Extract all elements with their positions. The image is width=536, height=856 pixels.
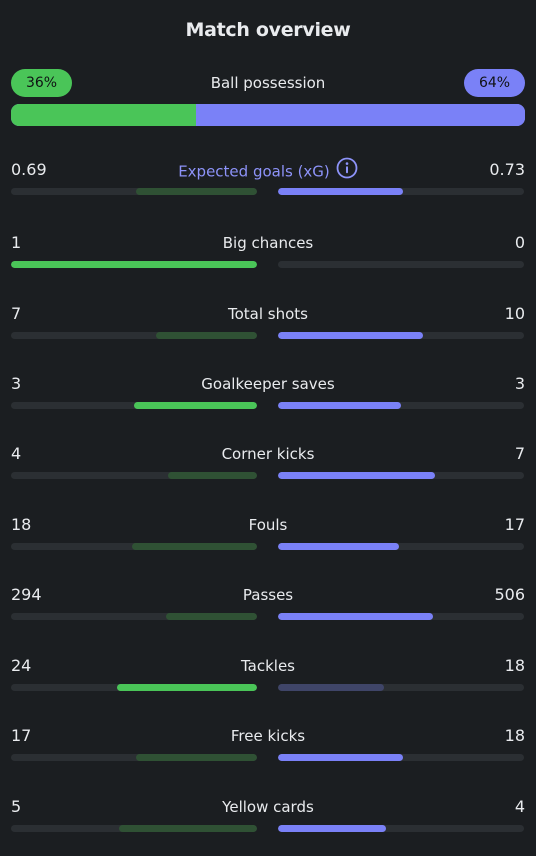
stat-row: 5 Yellow cards 4: [11, 797, 525, 833]
stat-row: 0.69 Expected goals (xG) 0.73: [11, 157, 525, 196]
away-stat-bar: [278, 754, 524, 761]
away-stat-fill: [278, 825, 386, 832]
home-stat-bar: [11, 332, 257, 339]
stat-label: Free kicks: [11, 726, 525, 746]
away-stat-fill: [278, 684, 384, 691]
home-stat-value: 5: [11, 797, 22, 816]
away-stat-value: 18: [504, 656, 525, 675]
ball-possession-header: 36% Ball possession 64%: [11, 69, 525, 97]
stat-label: Fouls: [11, 515, 525, 535]
stat-label-text: Goalkeeper saves: [201, 375, 335, 393]
info-circle-icon[interactable]: [336, 157, 358, 184]
home-possession-fill: [11, 104, 197, 126]
stat-label: Goalkeeper saves: [11, 374, 525, 394]
home-stat-fill: [132, 543, 257, 550]
away-stat-fill: [278, 188, 403, 195]
away-stat-value: 0.73: [489, 160, 525, 179]
home-stat-value: 17: [11, 726, 32, 745]
stat-row: 24 Tackles 18: [11, 656, 525, 692]
stat-label: Passes: [11, 585, 525, 605]
home-stat-value: 1: [11, 233, 22, 252]
away-stat-bar: [278, 825, 524, 832]
away-stat-value: 10: [504, 304, 525, 323]
stat-row: 18 Fouls 17: [11, 515, 525, 551]
stat-label-text: Free kicks: [230, 727, 306, 745]
home-stat-value: 294: [11, 585, 42, 604]
home-stat-value: 0.69: [11, 160, 47, 179]
stat-row: 1 Big chances 0: [11, 233, 525, 269]
stat-label-text: Corner kicks: [221, 445, 315, 463]
stat-label: Total shots: [11, 304, 525, 324]
home-stat-bar: [11, 613, 257, 620]
stat-label: Big chances: [11, 233, 525, 253]
away-stat-value: 7: [514, 444, 525, 463]
stat-row: 4 Corner kicks 7: [11, 444, 525, 480]
home-stat-fill: [136, 188, 257, 195]
stat-label-text: Yellow cards: [222, 798, 314, 816]
home-stat-value: 4: [11, 444, 22, 463]
home-stat-bar: [11, 754, 257, 761]
away-possession-badge: 64%: [464, 69, 525, 97]
home-stat-bar: [11, 402, 257, 409]
home-stat-bar: [11, 543, 257, 550]
away-stat-value: 0: [514, 233, 525, 252]
away-stat-bar: [278, 332, 524, 339]
home-stat-bar: [11, 261, 257, 268]
away-stat-bar: [278, 261, 524, 268]
stat-label-text: Expected goals (xG): [178, 162, 330, 181]
away-stat-value: 506: [494, 585, 525, 604]
home-stat-fill: [156, 332, 257, 339]
away-stat-fill: [278, 402, 401, 409]
away-stat-value: 17: [504, 515, 525, 534]
home-stat-fill: [117, 684, 257, 691]
away-stat-bar: [278, 402, 524, 409]
ball-possession-bar: [11, 104, 525, 126]
home-stat-fill: [168, 472, 257, 479]
home-stat-fill: [11, 261, 257, 268]
stat-label: Tackles: [11, 656, 525, 676]
away-stat-fill: [278, 543, 399, 550]
stat-label-text: Fouls: [248, 516, 288, 534]
stat-label-text: Passes: [242, 586, 294, 604]
away-stat-fill: [278, 332, 423, 339]
stat-label[interactable]: Expected goals (xG): [11, 157, 525, 184]
stat-row: 17 Free kicks 18: [11, 726, 525, 762]
home-stat-value: 18: [11, 515, 32, 534]
home-stat-fill: [119, 825, 257, 832]
home-stat-fill: [134, 402, 257, 409]
home-stat-fill: [136, 754, 257, 761]
ball-possession-label: Ball possession: [210, 74, 326, 92]
away-stat-bar: [278, 188, 524, 195]
home-stat-bar: [11, 188, 257, 195]
stat-label-text: Big chances: [222, 234, 314, 252]
home-possession-badge: 36%: [11, 69, 72, 97]
home-stat-value: 3: [11, 374, 22, 393]
away-stat-value: 3: [514, 374, 525, 393]
home-stat-bar: [11, 825, 257, 832]
stat-row: 7 Total shots 10: [11, 304, 525, 340]
away-stat-value: 4: [514, 797, 525, 816]
away-stat-fill: [278, 754, 403, 761]
stat-row: 294 Passes 506: [11, 585, 525, 621]
home-stat-bar: [11, 472, 257, 479]
match-overview-title: Match overview: [185, 19, 351, 41]
stat-row: 3 Goalkeeper saves 3: [11, 374, 525, 410]
home-stat-value: 7: [11, 304, 22, 323]
home-stat-value: 24: [11, 656, 32, 675]
away-stat-bar: [278, 472, 524, 479]
home-stat-bar: [11, 684, 257, 691]
away-stat-fill: [278, 472, 435, 479]
away-stat-value: 18: [504, 726, 525, 745]
away-stat-bar: [278, 543, 524, 550]
away-possession-fill: [196, 104, 525, 126]
stat-label-text: Tackles: [240, 657, 296, 675]
home-stat-fill: [166, 613, 257, 620]
away-stat-bar: [278, 613, 524, 620]
stat-label-text: Total shots: [228, 305, 308, 323]
away-stat-bar: [278, 684, 524, 691]
stat-label: Yellow cards: [11, 797, 525, 817]
stat-label: Corner kicks: [11, 444, 525, 464]
away-stat-fill: [278, 613, 433, 620]
